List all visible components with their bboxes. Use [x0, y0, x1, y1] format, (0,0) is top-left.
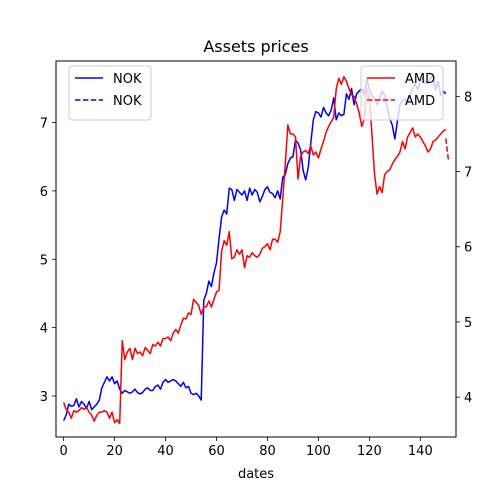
legend-label: NOK [113, 72, 142, 87]
left-y-tick-label: 5 [40, 253, 48, 268]
left-y-axis: 3 4 5 6 7 [40, 117, 56, 405]
x-tick-label: 0 [60, 444, 68, 459]
left-y-tick-label: 4 [40, 322, 48, 337]
plot-area [62, 73, 450, 425]
right-y-tick-label: 8 [464, 90, 472, 105]
x-tick-label: 120 [357, 444, 382, 459]
x-tick-label: 40 [157, 444, 174, 459]
series-line-amd [62, 76, 447, 425]
right-y-tick-label: 4 [464, 391, 472, 406]
x-tick-label: 140 [408, 444, 433, 459]
chart-title: Assets prices [203, 37, 308, 56]
legend-label: AMD [405, 72, 435, 87]
x-tick-label: 20 [106, 444, 123, 459]
series-line-amd-dashed [445, 138, 450, 160]
legend-left: NOK NOK [68, 65, 152, 121]
x-tick-label: 100 [306, 444, 331, 459]
x-axis-label: dates [238, 467, 274, 482]
right-y-axis: 4 5 6 7 8 [456, 90, 472, 406]
right-y-tick-label: 7 [464, 166, 472, 181]
x-axis: 0 20 40 60 80 100 120 140 [60, 437, 433, 459]
legend-box [68, 65, 152, 121]
legend-label: NOK [113, 94, 142, 109]
legend-label: AMD [405, 94, 435, 109]
x-tick-label: 80 [259, 444, 276, 459]
plot-frame [55, 60, 457, 438]
right-y-tick-label: 5 [464, 316, 472, 331]
left-y-tick-label: 3 [40, 390, 48, 405]
left-y-tick-label: 7 [40, 117, 48, 132]
right-y-tick-label: 6 [464, 241, 472, 256]
left-y-tick-label: 6 [40, 185, 48, 200]
legend-box [360, 65, 444, 121]
x-tick-label: 60 [208, 444, 225, 459]
legend-right: AMD AMD [360, 65, 444, 121]
